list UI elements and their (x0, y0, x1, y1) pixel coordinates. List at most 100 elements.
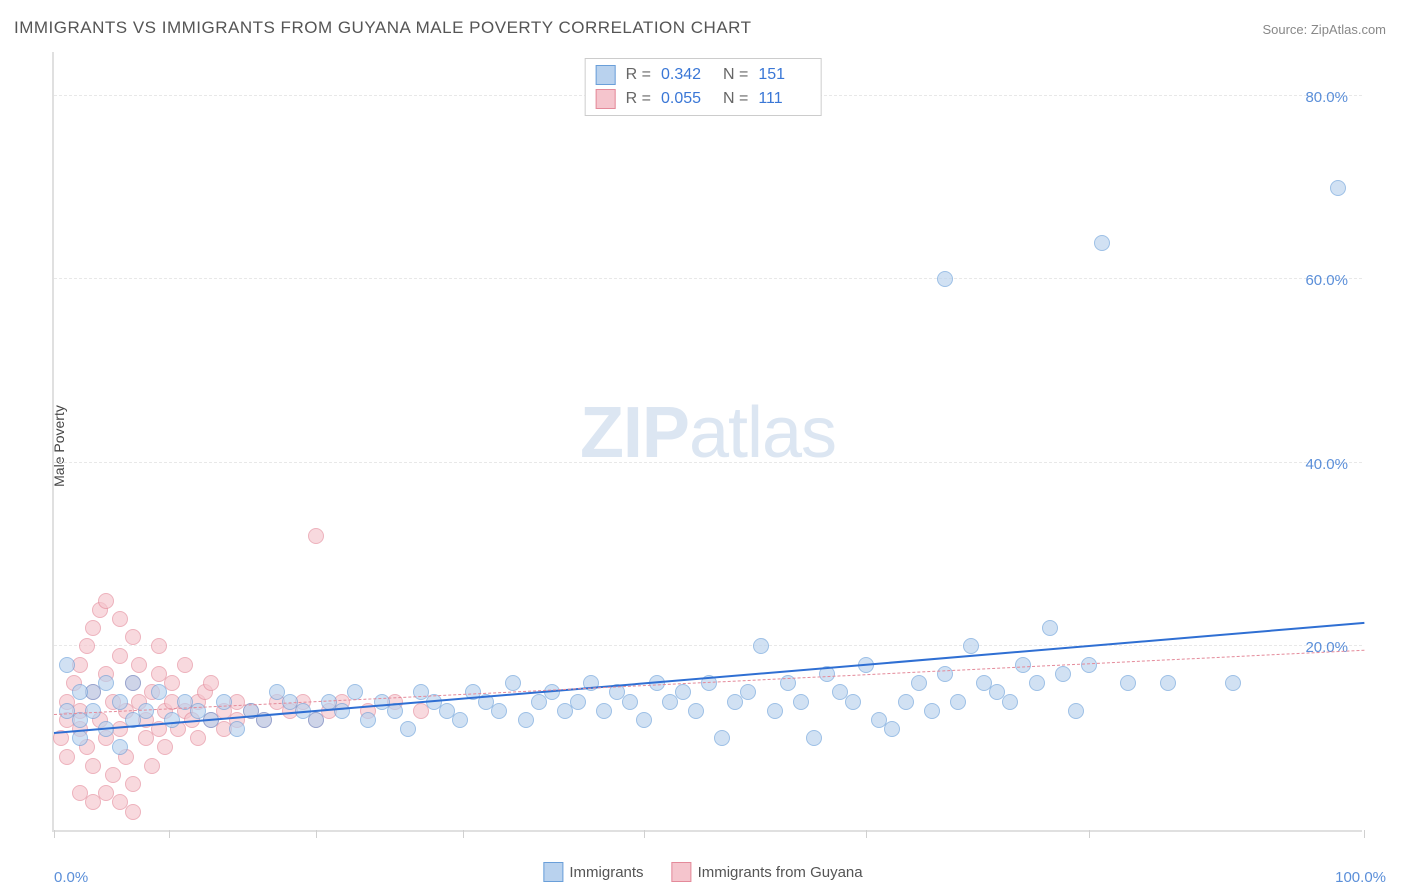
scatter-point (845, 694, 861, 710)
scatter-point (151, 684, 167, 700)
y-tick-label: 40.0% (1305, 456, 1348, 473)
x-axis-min: 0.0% (54, 869, 88, 886)
scatter-point (105, 767, 121, 783)
scatter-point (72, 730, 88, 746)
plot-area: ZIPatlas 20.0%40.0%60.0%80.0% (52, 52, 1362, 832)
y-tick-label: 60.0% (1305, 272, 1348, 289)
scatter-point (1055, 666, 1071, 682)
scatter-point (1120, 675, 1136, 691)
legend-series: Immigrants Immigrants from Guyana (543, 862, 862, 882)
scatter-point (144, 758, 160, 774)
scatter-point (151, 638, 167, 654)
scatter-point (72, 684, 88, 700)
watermark-rest: atlas (689, 393, 836, 473)
scatter-point (950, 694, 966, 710)
legend-n-label-0: N = (723, 66, 748, 84)
legend-swatch-blue (596, 65, 616, 85)
scatter-point (1029, 675, 1045, 691)
scatter-point (79, 638, 95, 654)
x-tick (463, 830, 464, 838)
legend-r-value-1: 0.055 (661, 90, 713, 108)
scatter-point (491, 703, 507, 719)
x-tick (316, 830, 317, 838)
scatter-point (1081, 657, 1097, 673)
scatter-point (1002, 694, 1018, 710)
scatter-point (400, 721, 416, 737)
scatter-point (622, 694, 638, 710)
scatter-point (59, 749, 75, 765)
x-axis-max: 100.0% (1335, 869, 1386, 886)
scatter-point (164, 712, 180, 728)
scatter-point (360, 712, 376, 728)
scatter-point (190, 730, 206, 746)
scatter-point (714, 730, 730, 746)
gridline (54, 278, 1362, 279)
scatter-point (125, 776, 141, 792)
scatter-point (125, 675, 141, 691)
legend-swatch-0 (543, 862, 563, 882)
scatter-point (452, 712, 468, 728)
x-tick (1364, 830, 1365, 838)
scatter-point (806, 730, 822, 746)
x-tick (644, 830, 645, 838)
chart-title: IMMIGRANTS VS IMMIGRANTS FROM GUYANA MAL… (14, 18, 752, 38)
legend-row-series-0: R = 0.342 N = 151 (596, 63, 811, 87)
scatter-point (334, 703, 350, 719)
legend-r-label-1: R = (626, 90, 651, 108)
gridline (54, 462, 1362, 463)
legend-r-label-0: R = (626, 66, 651, 84)
scatter-point (1042, 620, 1058, 636)
legend-n-label-1: N = (723, 90, 748, 108)
scatter-point (308, 712, 324, 728)
source-attribution: Source: ZipAtlas.com (1262, 22, 1386, 37)
legend-swatch-1 (672, 862, 692, 882)
legend-r-value-0: 0.342 (661, 66, 713, 84)
scatter-point (98, 675, 114, 691)
scatter-point (1225, 675, 1241, 691)
scatter-point (85, 758, 101, 774)
scatter-point (596, 703, 612, 719)
scatter-point (924, 703, 940, 719)
scatter-point (675, 684, 691, 700)
y-tick-label: 80.0% (1305, 89, 1348, 106)
scatter-point (911, 675, 927, 691)
scatter-point (963, 638, 979, 654)
scatter-point (112, 694, 128, 710)
scatter-point (688, 703, 704, 719)
scatter-point (767, 703, 783, 719)
scatter-point (157, 739, 173, 755)
chart-container: IMMIGRANTS VS IMMIGRANTS FROM GUYANA MAL… (0, 0, 1406, 892)
scatter-point (112, 648, 128, 664)
legend-label-0: Immigrants (569, 864, 643, 881)
legend-item-0: Immigrants (543, 862, 643, 882)
scatter-point (112, 611, 128, 627)
scatter-point (72, 785, 88, 801)
scatter-point (753, 638, 769, 654)
scatter-point (1094, 235, 1110, 251)
legend-label-1: Immigrants from Guyana (698, 864, 863, 881)
x-tick (866, 830, 867, 838)
legend-row-series-1: R = 0.055 N = 111 (596, 87, 811, 111)
legend-n-value-0: 151 (758, 66, 810, 84)
scatter-point (216, 694, 232, 710)
scatter-point (1015, 657, 1031, 673)
scatter-point (203, 675, 219, 691)
scatter-point (177, 657, 193, 673)
scatter-point (505, 675, 521, 691)
scatter-point (1068, 703, 1084, 719)
legend-correlation: R = 0.342 N = 151 R = 0.055 N = 111 (585, 58, 822, 116)
scatter-point (125, 629, 141, 645)
scatter-point (125, 804, 141, 820)
scatter-point (131, 657, 147, 673)
scatter-point (937, 666, 953, 682)
x-tick (54, 830, 55, 838)
scatter-point (1330, 180, 1346, 196)
scatter-point (793, 694, 809, 710)
scatter-point (59, 703, 75, 719)
scatter-point (937, 271, 953, 287)
gridline (54, 645, 1362, 646)
scatter-point (308, 528, 324, 544)
scatter-point (98, 785, 114, 801)
y-tick-label: 20.0% (1305, 639, 1348, 656)
x-tick (169, 830, 170, 838)
